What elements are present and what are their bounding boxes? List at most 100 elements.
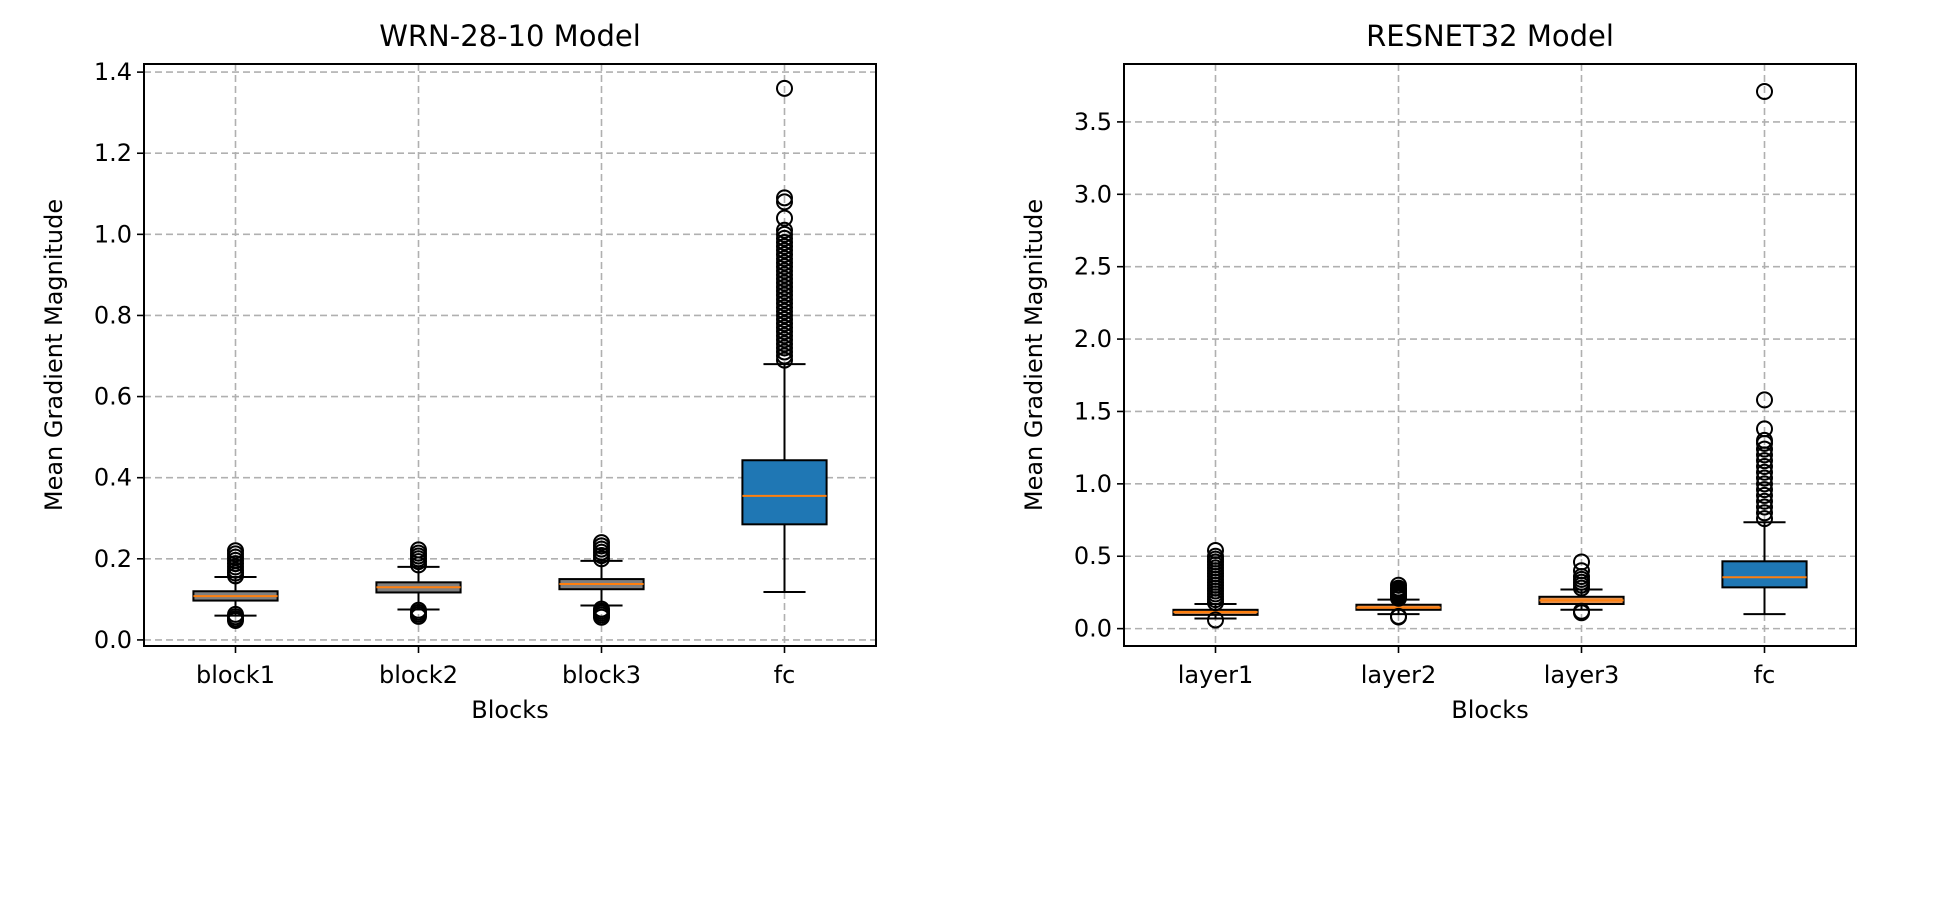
- outlier-point: [776, 343, 793, 361]
- y-tick-label: 1.5: [1074, 397, 1112, 425]
- outlier-point: [776, 302, 793, 320]
- outlier-point: [776, 331, 793, 349]
- outlier-point: [776, 319, 793, 337]
- outlier-point: [1573, 562, 1590, 580]
- x-tick-label: block3: [562, 661, 641, 689]
- x-tick-label: fc: [774, 661, 796, 689]
- outlier-point: [776, 278, 793, 296]
- outlier-point: [776, 274, 793, 292]
- box-layer2: [1355, 576, 1442, 626]
- outlier-point: [776, 189, 793, 207]
- box-block3: [558, 534, 645, 626]
- x-tick-label: fc: [1754, 661, 1776, 689]
- x-tick-label: block1: [196, 661, 275, 689]
- outlier-point: [776, 327, 793, 345]
- y-tick-label: 2.0: [1074, 325, 1112, 353]
- outlier-point: [1756, 510, 1773, 528]
- box-fc: [741, 79, 828, 594]
- outlier-point: [1207, 547, 1224, 565]
- outlier-point: [1756, 492, 1773, 510]
- box-block1: [192, 542, 279, 629]
- box-iqr: [741, 459, 828, 526]
- y-tick-label: 2.5: [1074, 253, 1112, 281]
- outlier-point: [776, 311, 793, 329]
- outlier-point: [776, 209, 793, 227]
- outlier-point: [776, 262, 793, 280]
- outlier-point: [776, 290, 793, 308]
- outlier-point: [1756, 481, 1773, 499]
- y-tick-label: 0.4: [94, 464, 132, 492]
- y-tick-label: 1.0: [1074, 470, 1112, 498]
- x-tick-label: layer2: [1361, 661, 1436, 689]
- outlier-point: [776, 233, 793, 251]
- outlier-point: [1756, 475, 1773, 493]
- outlier-point: [227, 605, 244, 623]
- outlier-point: [1573, 602, 1590, 620]
- outlier-point: [776, 229, 793, 247]
- y-axis-label: Mean Gradient Magnitude: [40, 199, 68, 511]
- outlier-point: [776, 339, 793, 357]
- y-tick-label: 0.0: [1074, 615, 1112, 643]
- x-tick-label: layer1: [1178, 661, 1253, 689]
- y-tick-label: 1.4: [94, 58, 132, 86]
- outlier-point: [776, 294, 793, 312]
- outlier-point: [1207, 541, 1224, 559]
- box-iqr: [1721, 560, 1808, 589]
- y-tick-label: 0.0: [94, 626, 132, 654]
- y-tick-label: 3.0: [1074, 180, 1112, 208]
- outlier-point: [410, 541, 427, 559]
- outlier-point: [776, 315, 793, 333]
- outlier-point: [776, 270, 793, 288]
- outlier-point: [1756, 452, 1773, 470]
- outlier-point: [776, 246, 793, 264]
- outlier-point: [776, 225, 793, 243]
- outlier-point: [1756, 504, 1773, 522]
- outlier-point: [1390, 576, 1407, 594]
- axes-frame: [1123, 63, 1857, 647]
- outlier-point: [776, 335, 793, 353]
- y-tick-label: 0.2: [94, 545, 132, 573]
- y-tick-label: 3.5: [1074, 108, 1112, 136]
- outlier-point: [776, 306, 793, 324]
- outlier-point: [776, 238, 793, 256]
- box-fc: [1721, 83, 1808, 616]
- outlier-point: [593, 600, 610, 618]
- outlier-point: [776, 79, 793, 97]
- outlier-point: [1756, 463, 1773, 481]
- chart-title: RESNET32 Model: [1366, 19, 1614, 53]
- outlier-point: [1756, 391, 1773, 409]
- axes-frame: [143, 63, 877, 647]
- outlier-point: [776, 266, 793, 284]
- y-tick-label: 0.6: [94, 383, 132, 411]
- y-axis-label: Mean Gradient Magnitude: [1020, 199, 1048, 511]
- outlier-point: [1756, 486, 1773, 504]
- x-tick-label: block2: [379, 661, 458, 689]
- outlier-point: [776, 250, 793, 268]
- x-axis-label: Blocks: [1451, 696, 1528, 724]
- outlier-point: [776, 258, 793, 276]
- outlier-point: [227, 542, 244, 560]
- outlier-point: [410, 601, 427, 619]
- outlier-point: [1756, 420, 1773, 438]
- outlier-point: [776, 254, 793, 272]
- outlier-point: [593, 534, 610, 552]
- outlier-point: [776, 347, 793, 365]
- y-tick-label: 1.2: [94, 139, 132, 167]
- outlier-point: [776, 242, 793, 260]
- outlier-point: [776, 298, 793, 316]
- x-tick-label: layer3: [1544, 661, 1619, 689]
- box-layer1: [1172, 541, 1259, 629]
- outlier-point: [1756, 440, 1773, 458]
- outlier-point: [1756, 469, 1773, 487]
- outlier-point: [776, 221, 793, 239]
- outlier-point: [1756, 83, 1773, 101]
- x-axis-label: Blocks: [471, 696, 548, 724]
- box-layer3: [1538, 553, 1625, 622]
- outlier-point: [776, 193, 793, 211]
- chart-title: WRN-28-10 Model: [379, 19, 641, 53]
- chart-panel-1: 0.0 0.2 0.4 0.6 0.8 1.0 1.2 1.4 block1 block2 bloc…: [40, 19, 877, 724]
- outlier-point: [1756, 431, 1773, 449]
- outlier-point: [1756, 498, 1773, 516]
- y-tick-label: 0.5: [1074, 542, 1112, 570]
